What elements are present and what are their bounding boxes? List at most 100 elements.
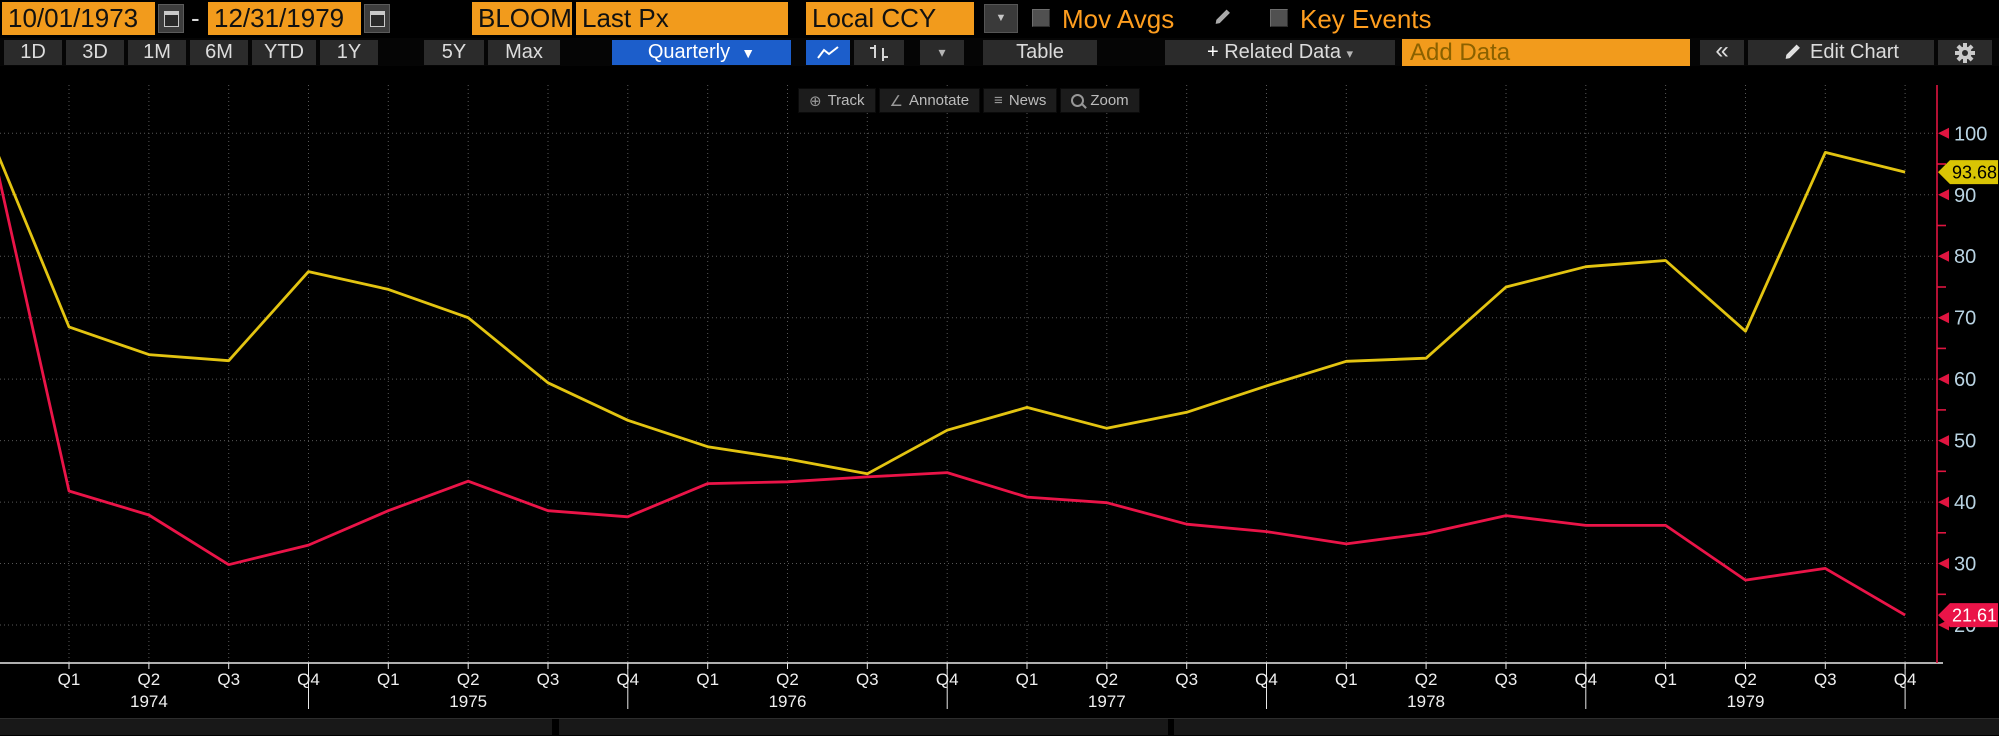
svg-text:21.61: 21.61 (1952, 606, 1997, 626)
range-button-5y[interactable]: 5Y (424, 40, 484, 65)
annotate-label: Annotate (908, 92, 970, 109)
svg-text:Q3: Q3 (1814, 670, 1837, 689)
track-button[interactable]: ⊕ Track (798, 88, 876, 113)
svg-text:1974: 1974 (130, 692, 168, 711)
annotate-button[interactable]: ∠ Annotate (878, 88, 981, 113)
range-button-1d[interactable]: 1D (4, 40, 62, 65)
chevron-down-icon: ▾ (1346, 46, 1354, 61)
svg-text:50: 50 (1954, 431, 1976, 453)
range-button-1m[interactable]: 1M (128, 40, 186, 65)
svg-text:80: 80 (1954, 246, 1976, 268)
date-range-dash: - (191, 3, 200, 33)
svg-text:Q3: Q3 (1175, 670, 1198, 689)
svg-text:Q1: Q1 (1335, 670, 1358, 689)
svg-text:1975: 1975 (449, 692, 487, 711)
range-button-ytd[interactable]: YTD (252, 40, 316, 65)
panel-divider (1168, 719, 1174, 736)
range-button-max[interactable]: Max (488, 40, 560, 65)
mov-avgs-checkbox[interactable] (1032, 9, 1050, 27)
gear-icon (1955, 42, 1975, 63)
period-label: Quarterly (647, 41, 731, 63)
svg-text:1976: 1976 (769, 692, 807, 711)
svg-text:Q4: Q4 (1894, 670, 1917, 689)
svg-text:Q4: Q4 (1574, 670, 1597, 689)
news-lines-icon: ≡ (994, 92, 1003, 109)
security-ticker-field[interactable]: BLOOM (472, 2, 572, 35)
last-price-badge-series-yellow: 93.68 (1938, 160, 1998, 185)
news-button[interactable]: ≡ News (983, 88, 1058, 113)
related-data-dropdown[interactable]: + Related Data ▾ (1165, 40, 1395, 65)
gridlines (0, 85, 1937, 663)
svg-text:Q1: Q1 (377, 670, 400, 689)
range-button-1y[interactable]: 1Y (320, 40, 378, 65)
svg-text:Q3: Q3 (856, 670, 879, 689)
key-events-label: Key Events (1300, 4, 1432, 34)
calendar-icon (369, 10, 385, 27)
track-crosshair-icon: ⊕ (809, 92, 822, 110)
y-axis: 2030405060708090100 (1936, 85, 1987, 663)
chart-type-dropdown-button[interactable]: ▾ (920, 40, 964, 65)
collapse-toolbar-button[interactable]: « (1700, 39, 1744, 65)
range-button-6m[interactable]: 6M (190, 40, 248, 65)
svg-text:60: 60 (1954, 369, 1976, 391)
annotate-angle-icon: ∠ (889, 92, 903, 110)
svg-text:30: 30 (1954, 554, 1976, 576)
key-events-checkbox[interactable] (1270, 9, 1288, 27)
svg-text:Q2: Q2 (457, 670, 480, 689)
svg-text:Q2: Q2 (1415, 670, 1438, 689)
ohlc-chart-type-button[interactable] (854, 40, 904, 65)
ohlc-chart-icon (870, 44, 888, 61)
range-button-3d[interactable]: 3D (66, 40, 124, 65)
svg-text:40: 40 (1954, 492, 1976, 514)
x-axis (0, 662, 1943, 709)
svg-text:90: 90 (1954, 185, 1976, 207)
line-chart-type-button[interactable] (806, 40, 850, 65)
last-price-badge-series-red: 21.61 (1938, 603, 1998, 628)
series-line-series-yellow (0, 150, 1906, 476)
svg-text:Q3: Q3 (217, 670, 240, 689)
svg-text:Q1: Q1 (696, 670, 719, 689)
range-toolbar: 1D 3D 1M 6M YTD 1Y 5Y Max Quarterly ▼ ▾ … (0, 38, 1999, 66)
series-line-series-red (0, 175, 1906, 617)
date-to-field[interactable]: 12/31/1979 (208, 2, 361, 35)
chart-tools-bar: ⊕ Track ∠ Annotate ≡ News Zoom (798, 88, 1140, 113)
pencil-icon (1784, 44, 1800, 60)
top-field-bar: 10/01/1973 - 12/31/1979 BLOOM Last Px Lo… (0, 0, 1999, 38)
svg-text:Q1: Q1 (1016, 670, 1039, 689)
period-dropdown[interactable]: Quarterly ▼ (612, 40, 791, 65)
bottom-panel-edge (0, 718, 1999, 736)
svg-text:1979: 1979 (1727, 692, 1765, 711)
svg-text:Q4: Q4 (297, 670, 320, 689)
calendar-icon (163, 10, 179, 27)
edit-chart-button[interactable]: Edit Chart (1748, 40, 1934, 65)
currency-field[interactable]: Local CCY (806, 2, 974, 35)
line-chart-icon (817, 45, 839, 59)
svg-text:70: 70 (1954, 308, 1976, 330)
svg-text:Q2: Q2 (1095, 670, 1118, 689)
chart-settings-button[interactable] (1938, 40, 1992, 65)
svg-text:Q2: Q2 (1734, 670, 1757, 689)
zoom-button[interactable]: Zoom (1060, 88, 1140, 113)
svg-text:Q3: Q3 (1495, 670, 1518, 689)
mov-avgs-pencil-icon[interactable] (1214, 9, 1230, 25)
add-data-input[interactable] (1402, 39, 1690, 66)
price-source-field[interactable]: Last Px (576, 2, 788, 35)
svg-text:1977: 1977 (1088, 692, 1126, 711)
plus-icon: + (1206, 41, 1219, 63)
date-from-field[interactable]: 10/01/1973 (2, 2, 155, 35)
track-label: Track (827, 92, 865, 109)
currency-dropdown-button[interactable]: ▼ (984, 4, 1018, 33)
svg-text:Q4: Q4 (1255, 670, 1278, 689)
date-from-calendar-button[interactable] (158, 4, 184, 33)
date-to-calendar-button[interactable] (364, 4, 390, 33)
svg-text:Q3: Q3 (537, 670, 560, 689)
svg-text:Q2: Q2 (776, 670, 799, 689)
svg-text:93.68: 93.68 (1952, 163, 1997, 183)
svg-text:Q1: Q1 (1654, 670, 1677, 689)
x-axis-labels: Q1 Q2 Q3 Q4 Q1 Q2 Q3 Q4 Q1 Q2 Q3 Q4 Q1 Q2 Q3 Q4 Q1 Q2 Q3 Q4… (58, 670, 1917, 711)
svg-text:Q2: Q2 (138, 670, 161, 689)
panel-divider (552, 719, 559, 736)
magnifier-icon (1071, 94, 1085, 107)
table-button[interactable]: Table (983, 40, 1097, 65)
